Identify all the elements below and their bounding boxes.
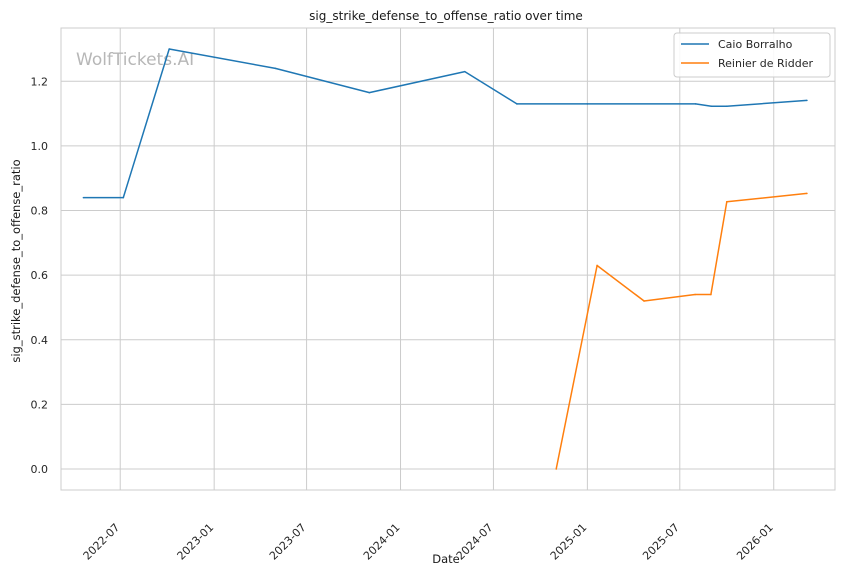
data-point-reinier-de-ridder [643,300,645,302]
data-point-reinier-de-ridder [806,192,808,195]
y-tick-label: 1.2 [31,75,49,88]
legend-label-reinier-de-ridder: Reinier de Ridder [718,57,813,70]
data-point-caio-borralho [516,103,518,105]
series-layer [82,48,808,470]
data-point-caio-borralho [710,105,713,107]
x-axis-title: Date [432,552,460,566]
x-tick-label: 2025-07 [640,521,682,563]
x-tick-label: 2024-01 [361,521,403,563]
data-point-caio-borralho [694,103,697,105]
data-point-caio-borralho [274,67,277,70]
data-point-caio-borralho [122,196,125,199]
y-axis-ticks: 0.0 0.2 0.4 0.6 0.8 1.0 1.2 [31,75,49,476]
legend-label-caio-borralho: Caio Borralho [718,38,793,51]
data-point-caio-borralho [368,91,371,94]
data-point-caio-borralho [464,70,466,73]
data-point-caio-borralho [168,48,171,50]
y-tick-label: 1.0 [31,140,49,153]
y-tick-label: 0.8 [31,205,49,218]
data-point-reinier-de-ridder [725,201,728,203]
data-point-reinier-de-ridder [555,468,558,470]
plot-frame [60,27,836,491]
y-tick-label: 0.4 [31,334,49,347]
series-line-caio-borralho [83,48,807,199]
x-tick-label: 2024-07 [454,521,496,563]
y-axis-title: sig_strike_defense_to_offense_ratio [9,159,23,362]
data-point-caio-borralho [586,103,589,105]
watermark-text: WolfTickets.AI [76,50,194,70]
data-point-caio-borralho [725,105,728,107]
x-tick-label: 2022-07 [81,521,123,563]
data-point-reinier-de-ridder [710,293,712,296]
y-tick-label: 0.2 [31,398,49,411]
data-point-reinier-de-ridder [596,264,598,267]
data-point-caio-borralho [82,196,85,199]
series-line-reinier-de-ridder [555,192,807,470]
legend: Caio Borralho Reinier de Ridder [673,32,831,78]
y-tick-label: 0.0 [31,463,49,476]
plot-area: WolfTickets.AI [60,27,836,491]
x-gridlines [119,28,775,490]
y-tick-label: 0.6 [31,269,49,282]
data-point-caio-borralho [806,99,808,102]
chart-title: sig_strike_defense_to_offense_ratio over… [309,9,583,23]
x-tick-label: 2023-07 [267,521,309,563]
x-tick-label: 2023-01 [175,521,217,563]
x-axis-ticks: 2022-07 2023-01 2023-07 2024-01 2024-07 2025-… [81,521,776,563]
y-gridlines [61,80,835,470]
data-point-reinier-de-ridder [694,293,696,296]
x-tick-label: 2025-01 [548,521,590,563]
legend-box [673,32,831,78]
x-tick-label: 2026-01 [734,521,776,563]
